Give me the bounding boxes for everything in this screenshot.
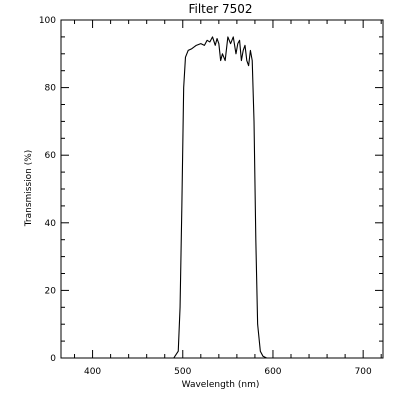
series-line-1 — [155, 36, 296, 359]
y-tick-label: 80 — [45, 84, 57, 94]
axis-ticks — [61, 19, 383, 359]
plot-frame — [60, 19, 384, 359]
x-axis-label: Wavelength (nm) — [182, 380, 260, 390]
y-tick-label: 0 — [50, 354, 56, 364]
x-tick-label: 400 — [84, 367, 101, 377]
y-axis-label: Transmission (%) — [24, 150, 34, 228]
y-tick-label: 20 — [45, 286, 57, 296]
y-tick-label: 40 — [45, 219, 57, 229]
x-tick-label: 600 — [264, 367, 281, 377]
series-layer — [155, 36, 296, 359]
tick-labels: 400 500 600 700 0 20 40 60 80 100 — [39, 16, 372, 377]
y-tick-label: 100 — [39, 16, 56, 26]
x-tick-label: 500 — [174, 367, 191, 377]
y-tick-label: 60 — [45, 151, 57, 161]
chart-title: Filter 7502 — [188, 2, 252, 16]
x-tick-label: 700 — [355, 367, 372, 377]
